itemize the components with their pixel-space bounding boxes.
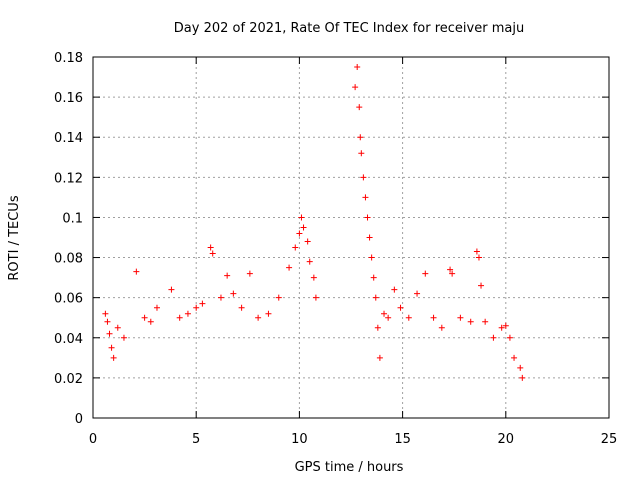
data-point (153, 304, 160, 311)
data-point (447, 266, 454, 273)
data-point (217, 294, 224, 301)
data-point (352, 84, 359, 91)
y-axis-ticks: 0 0.02 0.04 0.06 0.08 0.1 0.12 0.14 0.16 0.18 (54, 51, 609, 427)
data-point (108, 344, 115, 351)
data-point (298, 214, 305, 221)
data-point (104, 318, 111, 325)
data-point (478, 282, 485, 289)
data-point (106, 330, 113, 337)
data-point (312, 294, 319, 301)
data-point (184, 310, 191, 317)
y-tick-label: 0.1 (62, 211, 83, 226)
chart-title: Day 202 of 2021, Rate Of TEC Index for r… (174, 21, 524, 36)
x-tick-label: 20 (498, 432, 515, 447)
data-point (362, 194, 369, 201)
data-point (354, 64, 361, 71)
data-point (414, 290, 421, 297)
data-point (381, 310, 388, 317)
y-tick-label: 0.02 (54, 372, 83, 387)
data-point (224, 272, 231, 279)
data-point (310, 274, 317, 281)
data-point (473, 248, 480, 255)
data-point (168, 286, 175, 293)
data-point (357, 134, 364, 141)
x-axis-ticks: 0 5 10 15 20 25 (89, 57, 617, 447)
data-point (286, 264, 293, 271)
y-tick-label: 0.04 (54, 332, 83, 347)
data-point (358, 150, 365, 157)
data-point (498, 324, 505, 331)
data-point (304, 238, 311, 245)
y-axis-title: ROTI / TECUs (7, 195, 22, 280)
data-point (110, 354, 117, 361)
data-point (176, 314, 183, 321)
data-point (238, 304, 245, 311)
data-point (207, 244, 214, 251)
x-tick-label: 25 (601, 432, 618, 447)
data-point (356, 104, 363, 111)
y-tick-label: 0.06 (54, 292, 83, 307)
data-point (360, 174, 367, 181)
data-point (120, 334, 127, 341)
data-point (391, 286, 398, 293)
data-point (457, 314, 464, 321)
x-tick-label: 15 (394, 432, 411, 447)
x-tick-label: 10 (291, 432, 308, 447)
data-point (209, 250, 216, 257)
data-points (102, 64, 526, 381)
data-point (199, 300, 206, 307)
data-point (506, 334, 513, 341)
data-point (430, 314, 437, 321)
y-tick-label: 0.18 (54, 51, 83, 66)
data-point (193, 304, 200, 311)
data-point (230, 290, 237, 297)
data-point (300, 224, 307, 231)
data-point (255, 314, 262, 321)
data-point (102, 310, 109, 317)
data-point (475, 254, 482, 261)
data-point (265, 310, 272, 317)
x-tick-label: 5 (192, 432, 200, 447)
data-point (296, 230, 303, 237)
y-tick-label: 0.14 (54, 131, 83, 146)
data-point (114, 324, 121, 331)
data-point (422, 270, 429, 277)
data-point (133, 268, 140, 275)
data-point (376, 354, 383, 361)
x-tick-label: 0 (89, 432, 97, 447)
data-point (292, 244, 299, 251)
data-point (372, 294, 379, 301)
data-point (482, 318, 489, 325)
data-point (467, 318, 474, 325)
data-point (364, 214, 371, 221)
data-point (306, 258, 313, 265)
data-point (517, 364, 524, 371)
data-point (141, 314, 148, 321)
data-point (502, 322, 509, 329)
data-point (374, 324, 381, 331)
plot-frame (92, 56, 610, 419)
data-point (449, 270, 456, 277)
data-point (438, 324, 445, 331)
data-point (368, 254, 375, 261)
data-point (405, 314, 412, 321)
data-point (275, 294, 282, 301)
y-tick-label: 0 (75, 412, 83, 427)
y-tick-label: 0.08 (54, 252, 83, 267)
data-point (366, 234, 373, 241)
y-tick-label: 0.16 (54, 91, 83, 106)
data-point (385, 314, 392, 321)
data-point (147, 318, 154, 325)
data-point (519, 374, 526, 381)
data-point (397, 304, 404, 311)
data-point (511, 354, 518, 361)
x-axis-title: GPS time / hours (295, 460, 404, 475)
data-point (370, 274, 377, 281)
data-point (246, 270, 253, 277)
data-point (490, 334, 497, 341)
y-tick-label: 0.12 (54, 171, 83, 186)
